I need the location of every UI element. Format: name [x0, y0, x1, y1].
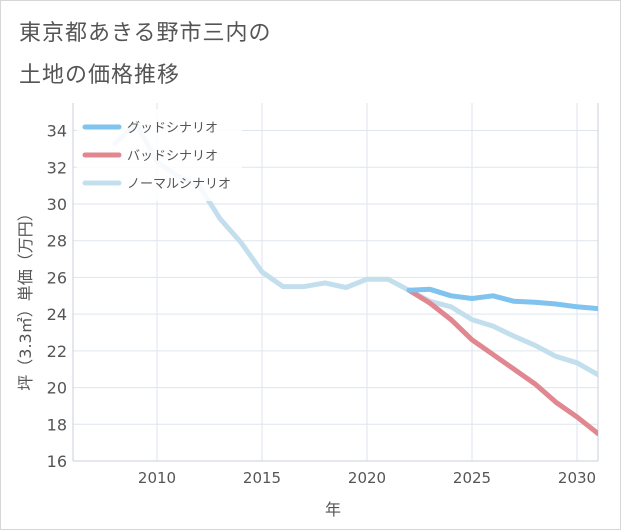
- x-tick-label: 2010: [138, 469, 176, 487]
- y-tick-label: 34: [47, 122, 67, 141]
- legend-label: ノーマルシナリオ: [127, 177, 231, 192]
- x-tick-label: 2015: [243, 469, 281, 487]
- y-tick-label: 20: [47, 379, 67, 398]
- x-tick-label: 2025: [453, 469, 491, 487]
- y-tick-label: 18: [47, 415, 67, 434]
- series-line-0: [406, 286, 598, 312]
- y-tick-label: 16: [47, 452, 67, 471]
- x-axis-label: 年: [325, 500, 341, 519]
- y-tick-label: 22: [47, 342, 67, 361]
- y-tick-label: 24: [47, 305, 67, 324]
- x-tick-label: 2020: [348, 469, 386, 487]
- y-tick-label: 28: [47, 232, 67, 251]
- x-tick-label: 2030: [558, 469, 596, 487]
- legend-label: バッドシナリオ: [127, 149, 218, 164]
- series-line-1: [406, 287, 598, 436]
- legend-label: グッドシナリオ: [127, 121, 218, 136]
- y-tick-label: 32: [47, 158, 67, 177]
- chart-title-line-2: 土地の価格推移: [19, 63, 181, 88]
- chart-title-line-1: 東京都あきる野市三内の: [19, 21, 272, 46]
- y-axis-label: 坪（3.3㎡）単価（万円）: [16, 205, 35, 390]
- y-tick-label: 30: [47, 195, 67, 214]
- axes: 2010 2015 2020 2025 2030 16 18 20 22 24 26 28 30 32 34: [47, 103, 599, 487]
- y-tick-label: 26: [47, 268, 67, 287]
